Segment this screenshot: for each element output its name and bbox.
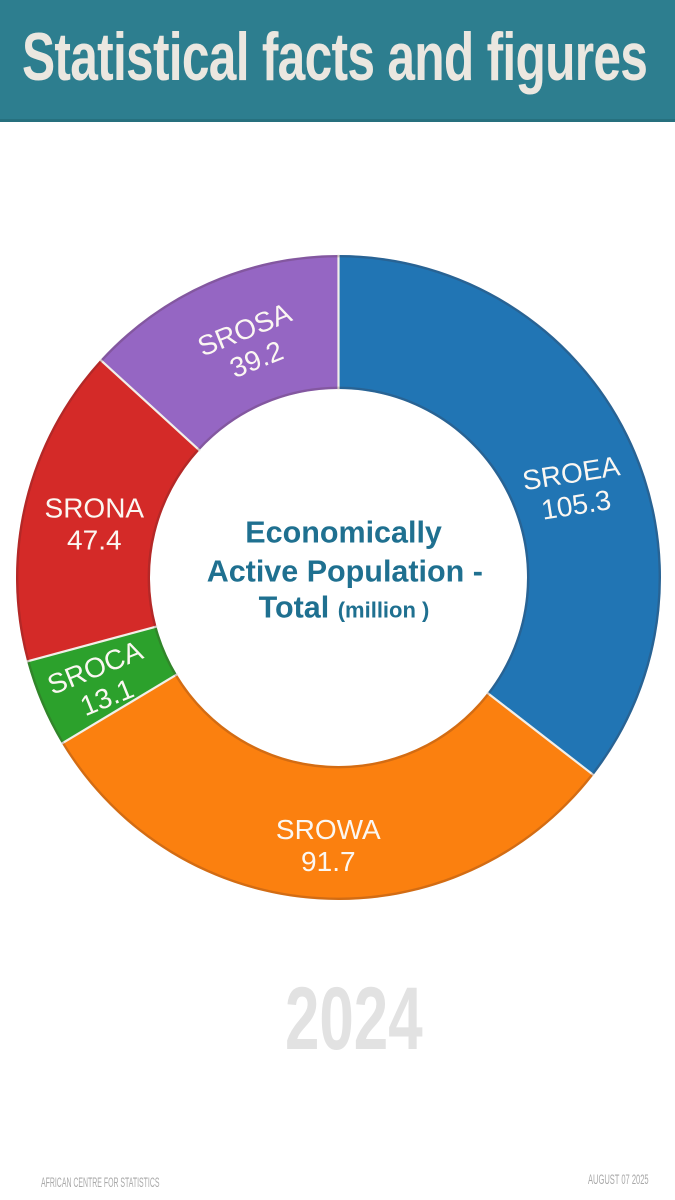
svg-text:SROWA: SROWA (276, 814, 381, 845)
svg-text:Total (million ): Total (million ) (259, 590, 430, 624)
svg-text:SRONA: SRONA (45, 493, 145, 524)
svg-text:Active Population -: Active Population - (207, 554, 483, 588)
svg-text:47.4: 47.4 (67, 525, 122, 556)
svg-text:91.7: 91.7 (301, 846, 356, 877)
svg-text:Economically: Economically (245, 516, 442, 550)
